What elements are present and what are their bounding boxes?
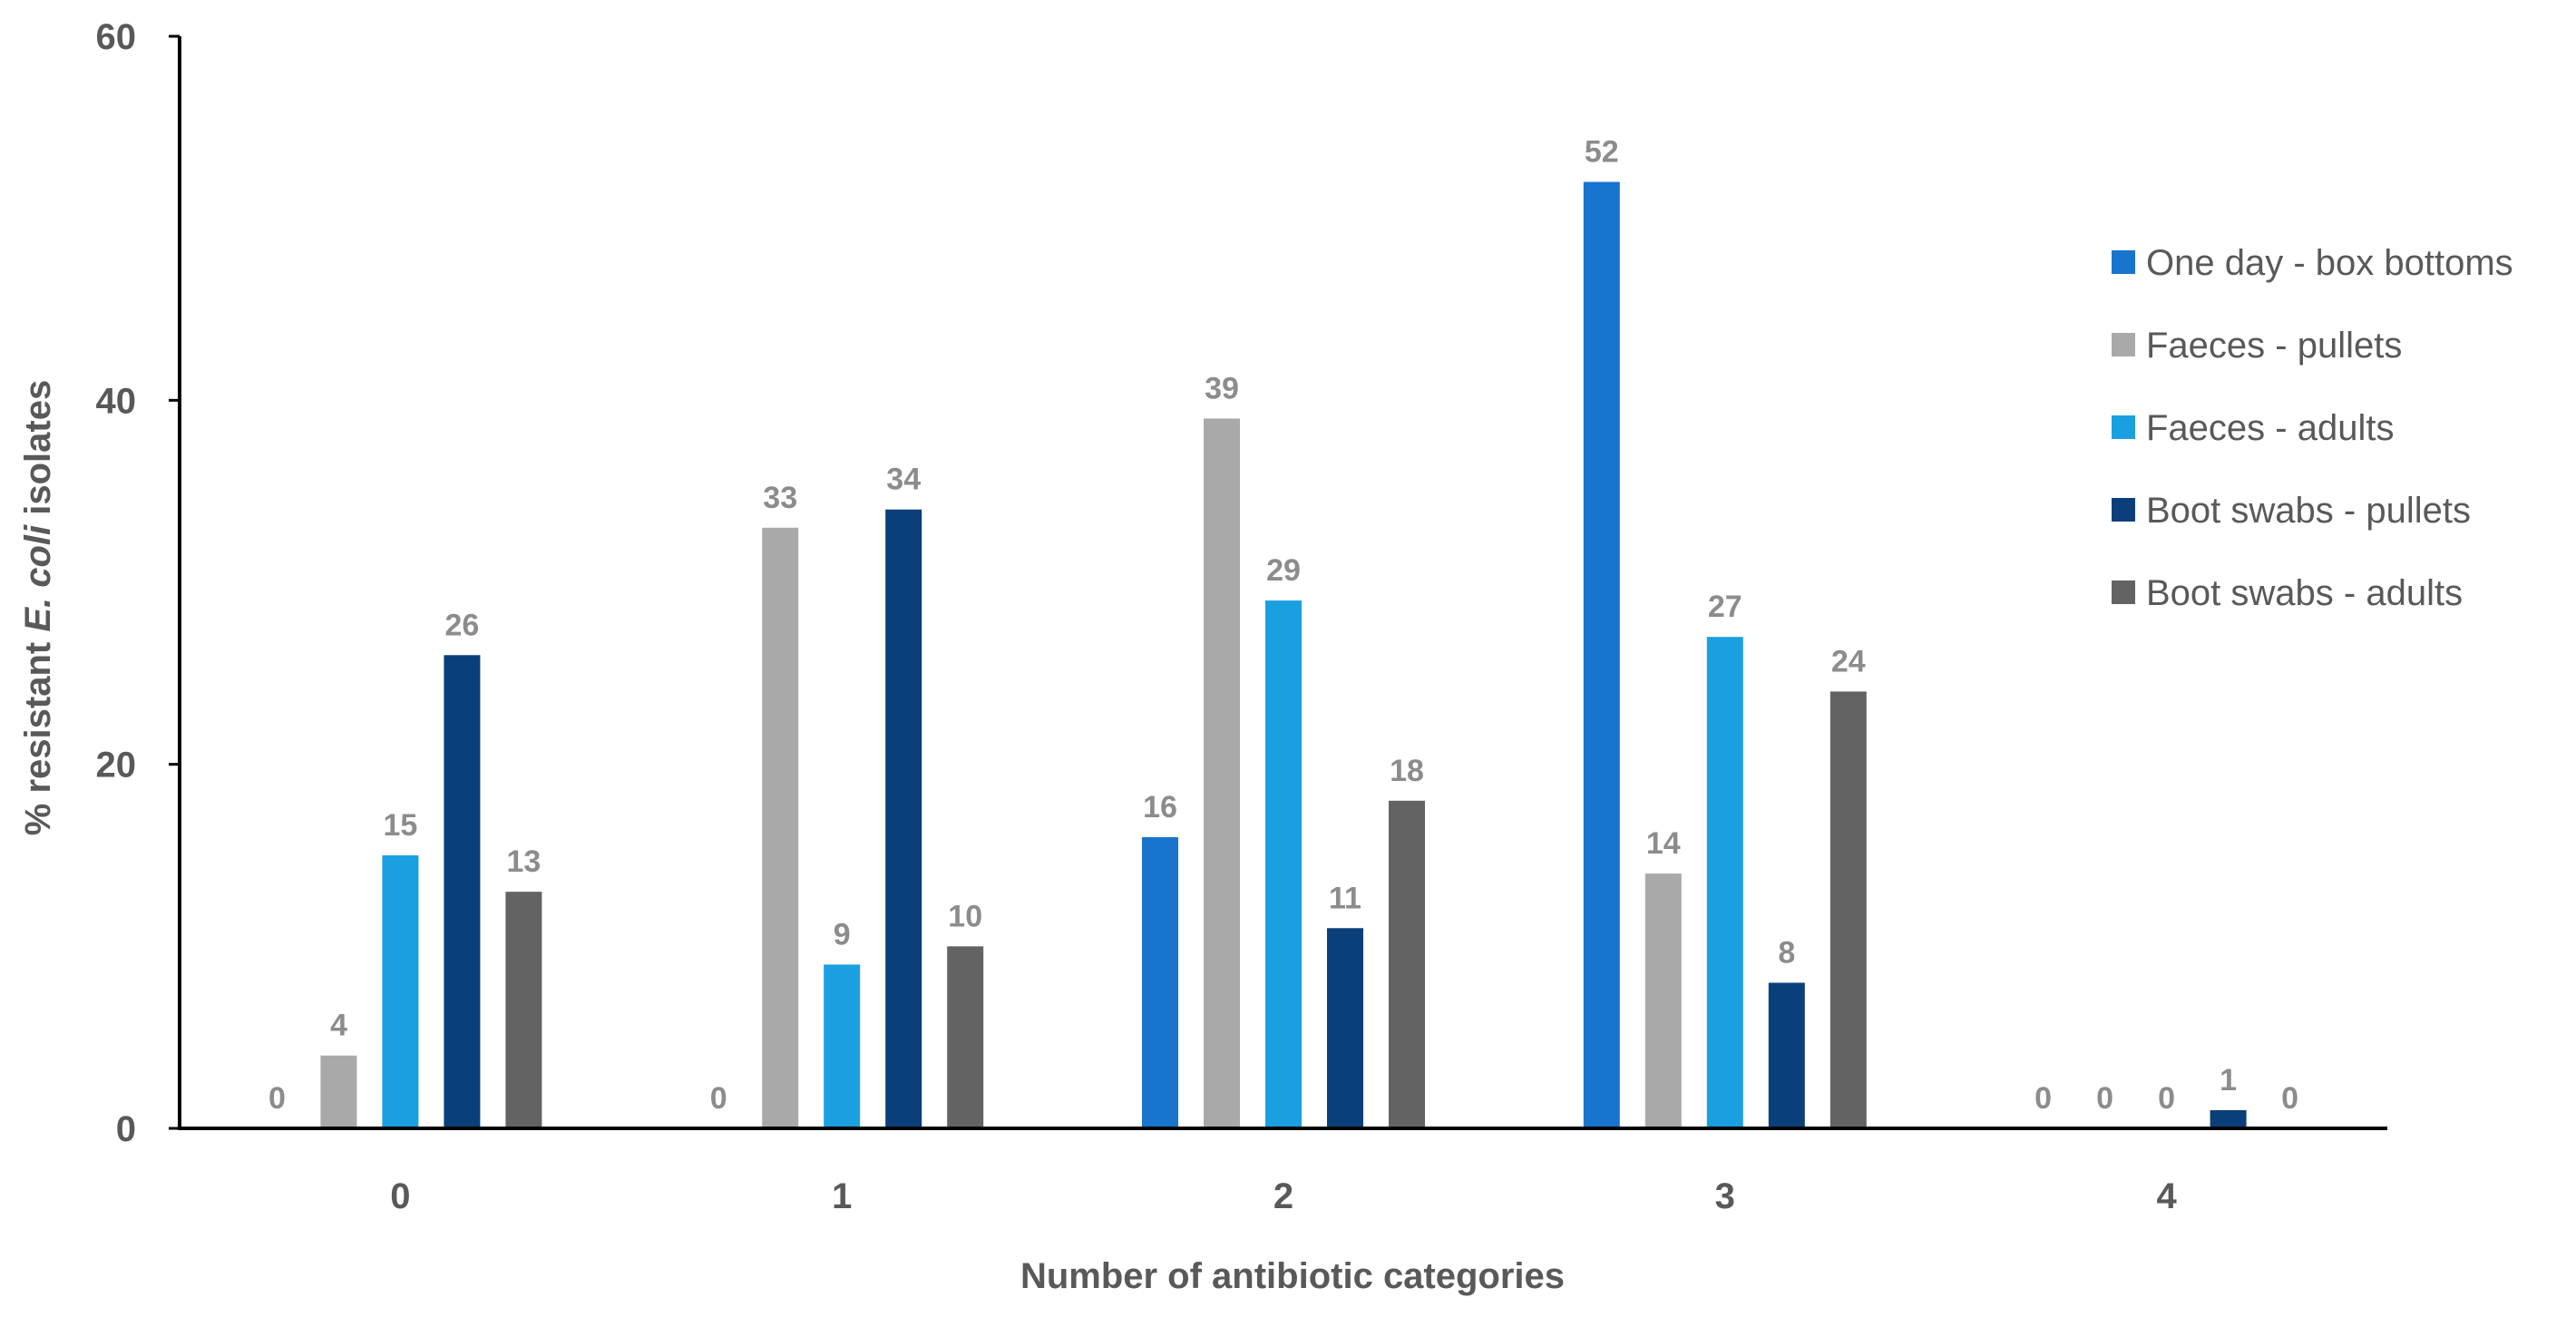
data-label: 14 bbox=[1646, 826, 1681, 861]
data-label: 11 bbox=[1329, 881, 1361, 915]
bar bbox=[1327, 928, 1363, 1128]
y-tick-labels: 0 20 40 60 bbox=[96, 17, 180, 1149]
legend-label: One day - box bottoms bbox=[2146, 243, 2513, 283]
y-axis-title-suffix: isolates bbox=[18, 380, 58, 525]
data-label: 24 bbox=[1831, 644, 1866, 678]
bar bbox=[1583, 181, 1620, 1129]
legend-item: One day - box bottoms bbox=[2112, 243, 2513, 283]
bar bbox=[382, 855, 419, 1128]
data-label: 27 bbox=[1708, 590, 1742, 624]
x-tick-label: 4 bbox=[2156, 1176, 2177, 1216]
data-label: 52 bbox=[1585, 135, 1619, 170]
data-label: 29 bbox=[1266, 553, 1301, 588]
data-label: 33 bbox=[763, 481, 797, 515]
y-axis-title-prefix: % resistant bbox=[18, 632, 58, 836]
legend-label: Boot swabs - pullets bbox=[2146, 491, 2471, 531]
data-label: 15 bbox=[383, 808, 417, 843]
x-tick-label: 3 bbox=[1715, 1176, 1735, 1216]
bar bbox=[1389, 800, 1425, 1128]
legend-swatch bbox=[2112, 250, 2135, 274]
data-label: 1 bbox=[2220, 1063, 2237, 1098]
data-label: 0 bbox=[2281, 1081, 2298, 1116]
data-label: 39 bbox=[1205, 371, 1239, 405]
legend-label: Faeces - adults bbox=[2146, 408, 2394, 448]
bar bbox=[1706, 637, 1743, 1128]
bar bbox=[885, 509, 922, 1128]
x-tick-label: 2 bbox=[1273, 1176, 1293, 1216]
legend-swatch bbox=[2112, 498, 2135, 522]
y-tick-label: 20 bbox=[96, 746, 137, 785]
legend: One day - box bottoms Faeces - pullets Fae… bbox=[2112, 243, 2513, 613]
data-label: 8 bbox=[1778, 935, 1795, 970]
legend-item: Boot swabs - adults bbox=[2112, 573, 2463, 613]
legend-label: Boot swabs - adults bbox=[2146, 573, 2463, 613]
legend-swatch bbox=[2112, 415, 2135, 439]
data-label: 13 bbox=[506, 844, 541, 879]
y-tick-label: 40 bbox=[96, 381, 137, 421]
bar bbox=[505, 892, 542, 1128]
y-axis-title: % resistant E. coli isolates bbox=[18, 380, 58, 835]
y-axis-title-italic: E. coli bbox=[18, 524, 58, 632]
data-label: 0 bbox=[2158, 1081, 2175, 1116]
x-tick-labels: 0 1 2 3 4 bbox=[390, 1176, 2177, 1216]
data-label: 0 bbox=[2034, 1081, 2052, 1116]
bar bbox=[1265, 600, 1302, 1128]
data-label: 4 bbox=[330, 1009, 347, 1043]
data-label: 34 bbox=[886, 463, 921, 497]
data-label: 16 bbox=[1143, 790, 1177, 824]
bar bbox=[762, 527, 799, 1128]
bar bbox=[320, 1055, 357, 1128]
legend-swatch bbox=[2112, 333, 2135, 356]
legend-item: Faeces - pullets bbox=[2112, 326, 2402, 366]
x-tick-label: 1 bbox=[832, 1176, 852, 1216]
bar bbox=[824, 964, 861, 1128]
data-label: 0 bbox=[268, 1081, 286, 1116]
bar bbox=[444, 655, 481, 1128]
x-axis-title: Number of antibiotic categories bbox=[1020, 1256, 1565, 1296]
y-tick-label: 60 bbox=[96, 17, 137, 57]
bar bbox=[1768, 982, 1805, 1128]
bar bbox=[1204, 418, 1240, 1128]
bar bbox=[1644, 873, 1682, 1128]
data-label: 10 bbox=[948, 899, 982, 933]
legend-swatch bbox=[2112, 581, 2135, 604]
y-tick-label: 0 bbox=[116, 1109, 136, 1149]
bar bbox=[1830, 691, 1867, 1128]
data-label: 0 bbox=[710, 1081, 727, 1116]
bar bbox=[1142, 836, 1178, 1128]
data-label: 0 bbox=[2096, 1081, 2113, 1116]
legend-item: Faeces - adults bbox=[2112, 408, 2394, 448]
legend-item: Boot swabs - pullets bbox=[2112, 491, 2471, 531]
data-label: 9 bbox=[834, 917, 851, 951]
data-label: 18 bbox=[1390, 754, 1424, 788]
bar bbox=[2210, 1109, 2247, 1128]
data-label: 26 bbox=[444, 608, 479, 642]
bars-group bbox=[320, 181, 2247, 1129]
x-tick-label: 0 bbox=[390, 1176, 410, 1216]
legend-label: Faeces - pullets bbox=[2146, 326, 2402, 366]
bar bbox=[947, 946, 984, 1128]
